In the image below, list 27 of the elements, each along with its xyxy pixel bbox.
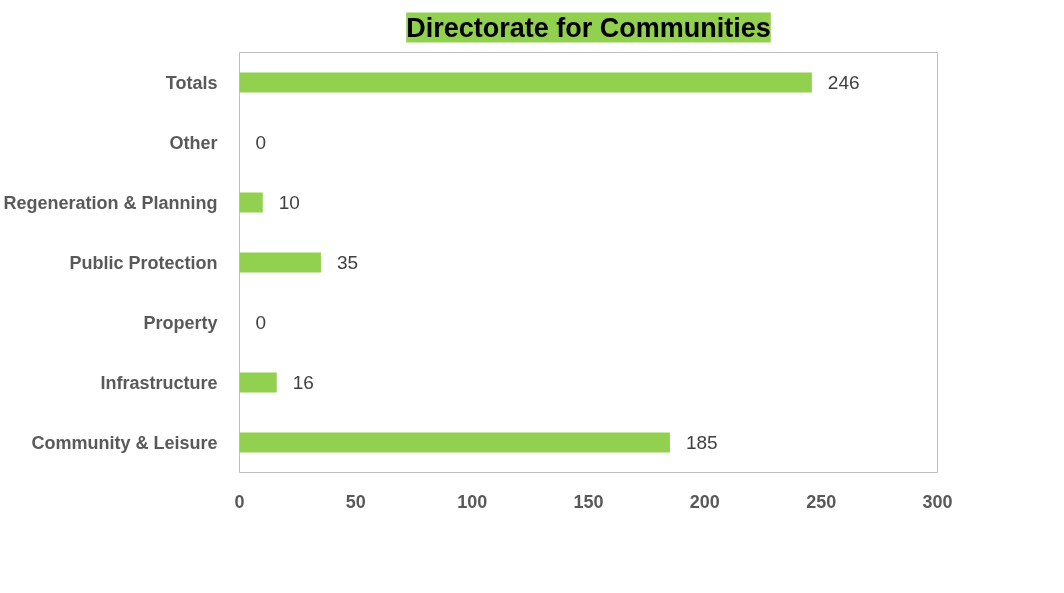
x-tick-label: 300 — [922, 491, 953, 512]
data-label: 10 — [278, 192, 300, 213]
x-tick-label: 250 — [806, 491, 837, 512]
bar — [239, 252, 321, 273]
x-tick-label: 0 — [234, 491, 245, 512]
y-tick-label: Community & Leisure — [31, 432, 218, 453]
y-tick-label: Regeneration & Planning — [3, 192, 218, 213]
x-tick-label: 100 — [457, 491, 488, 512]
y-tick-label: Public Protection — [69, 252, 218, 273]
x-tick-label: 50 — [345, 491, 366, 512]
bar — [239, 372, 277, 393]
data-label: 246 — [827, 72, 860, 93]
y-tick-label: Property — [143, 312, 218, 333]
y-tick-label: Other — [169, 132, 218, 153]
data-label: 35 — [336, 252, 359, 273]
y-tick-label: Infrastructure — [100, 372, 218, 393]
x-tick-label: 200 — [689, 491, 720, 512]
data-label: 0 — [255, 312, 267, 333]
bar — [239, 72, 812, 93]
data-label: 16 — [292, 372, 314, 393]
data-label: 0 — [255, 132, 267, 153]
data-label: 185 — [685, 432, 718, 453]
y-tick-label: Totals — [165, 72, 218, 93]
chart-title: Directorate for Communities — [406, 12, 771, 43]
x-tick-label: 150 — [573, 491, 604, 512]
bar — [239, 192, 263, 213]
bar — [239, 432, 670, 453]
